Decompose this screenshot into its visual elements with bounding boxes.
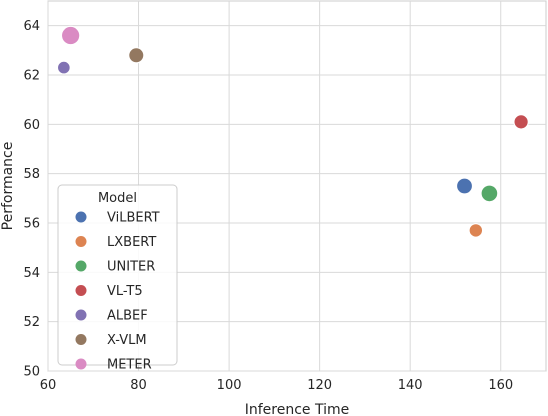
legend: Model ViLBERT LXBERT UNITER VL-T5 ALBEF X-VLM…	[57, 184, 178, 373]
data-point-vl-t5	[513, 114, 529, 130]
y-tick-label: 58	[23, 167, 40, 182]
legend-items: ViLBERT LXBERT UNITER VL-T5 ALBEF X-VLM METER	[75, 211, 160, 373]
legend-marker	[75, 309, 87, 321]
legend-entry: VL-T5	[107, 284, 143, 299]
y-tick-label: 54	[23, 266, 40, 281]
y-tick-label: 52	[23, 315, 40, 330]
x-tick-labels: 60 80 100 120 140 160	[40, 378, 513, 393]
x-tick-label: 120	[307, 378, 332, 393]
data-point-x-vlm	[128, 47, 145, 64]
legend-entry: ViLBERT	[107, 211, 160, 226]
legend-marker	[75, 334, 87, 345]
x-tick-label: 140	[398, 378, 423, 393]
data-points	[56, 25, 529, 238]
legend-marker	[75, 260, 87, 272]
y-tick-label: 50	[23, 365, 40, 380]
x-tick-label: 100	[217, 378, 242, 393]
y-tick-label: 64	[23, 19, 40, 34]
y-tick-label: 60	[23, 118, 40, 133]
data-point-meter	[60, 25, 81, 46]
y-tick-label: 62	[23, 69, 40, 84]
legend-marker	[75, 285, 87, 296]
y-tick-labels: 50 52 54 56 58 60 62 64	[23, 19, 40, 379]
legend-entry: X-VLM	[107, 333, 147, 348]
legend-entry: LXBERT	[107, 235, 156, 250]
data-point-albef	[56, 60, 71, 75]
legend-entry: ALBEF	[107, 309, 148, 324]
y-tick-label: 56	[23, 217, 40, 232]
data-point-vilbert	[455, 177, 474, 195]
legend-entry: METER	[107, 358, 152, 373]
legend-marker	[75, 211, 87, 223]
data-point-uniter	[480, 184, 499, 203]
legend-entry: UNITER	[107, 260, 155, 275]
data-point-lxbert	[468, 222, 484, 238]
legend-title: Model	[98, 191, 137, 206]
x-tick-label: 80	[130, 378, 147, 393]
legend-marker	[75, 358, 87, 370]
y-axis-label: Performance	[0, 142, 16, 231]
x-tick-label: 160	[488, 378, 513, 393]
legend-marker	[75, 236, 87, 247]
x-axis-label: Inference Time	[245, 402, 350, 416]
legend-box	[57, 184, 178, 366]
x-tick-label: 60	[40, 378, 57, 393]
